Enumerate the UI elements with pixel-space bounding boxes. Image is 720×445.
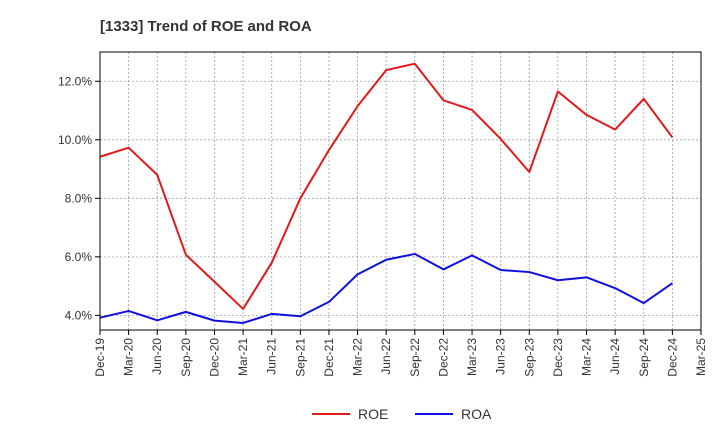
axis-layer: 4.0% 6.0% 8.0% 10.0% 12.0% Dec-19 Mar-20 Jun-20… bbox=[58, 51, 708, 377]
x-tick-label: Jun-24 bbox=[608, 338, 622, 375]
x-tick-label: Dec-21 bbox=[322, 338, 336, 377]
x-tick-label: Mar-25 bbox=[694, 338, 708, 376]
x-tick-label: Mar-24 bbox=[580, 338, 594, 376]
y-tick-label: 8.0% bbox=[65, 191, 93, 205]
x-tick-label: Mar-23 bbox=[465, 338, 479, 376]
x-tick-label: Sep-21 bbox=[293, 338, 307, 377]
y-tick-label: 6.0% bbox=[65, 250, 93, 264]
x-tick-label: Jun-22 bbox=[379, 338, 393, 375]
x-tick-label: Mar-22 bbox=[351, 338, 365, 376]
plot-frame bbox=[99, 51, 702, 331]
x-tick-label: Jun-23 bbox=[494, 338, 508, 375]
legend: ROE ROA bbox=[312, 406, 492, 422]
chart-title: [1333] Trend of ROE and ROA bbox=[100, 18, 312, 35]
x-tick-label: Sep-20 bbox=[179, 338, 193, 377]
series-layer bbox=[99, 62, 674, 324]
x-tick-label: Dec-23 bbox=[551, 338, 565, 377]
x-tick-label: Dec-19 bbox=[93, 338, 107, 377]
x-tick-label: Jun-21 bbox=[265, 338, 279, 375]
series-line-roa bbox=[99, 252, 673, 324]
legend-label-roe: ROE bbox=[358, 406, 388, 422]
x-tick-label: Dec-20 bbox=[207, 338, 221, 377]
series-line-roe bbox=[99, 62, 674, 310]
y-tick-label: 12.0% bbox=[58, 74, 92, 88]
x-tick-label: Dec-24 bbox=[665, 338, 679, 377]
x-tick-label: Dec-22 bbox=[436, 338, 450, 377]
grid-layer bbox=[100, 52, 701, 330]
x-tick-label: Jun-20 bbox=[150, 338, 164, 375]
x-tick-label: Sep-24 bbox=[637, 338, 651, 377]
x-tick-label: Mar-21 bbox=[236, 338, 250, 376]
y-tick-label: 4.0% bbox=[65, 308, 93, 322]
legend-label-roa: ROA bbox=[461, 406, 492, 422]
x-tick-label: Mar-20 bbox=[122, 338, 136, 376]
y-tick-label: 10.0% bbox=[58, 133, 92, 147]
x-tick-label: Sep-22 bbox=[408, 338, 422, 377]
x-tick-label: Sep-23 bbox=[522, 338, 536, 377]
